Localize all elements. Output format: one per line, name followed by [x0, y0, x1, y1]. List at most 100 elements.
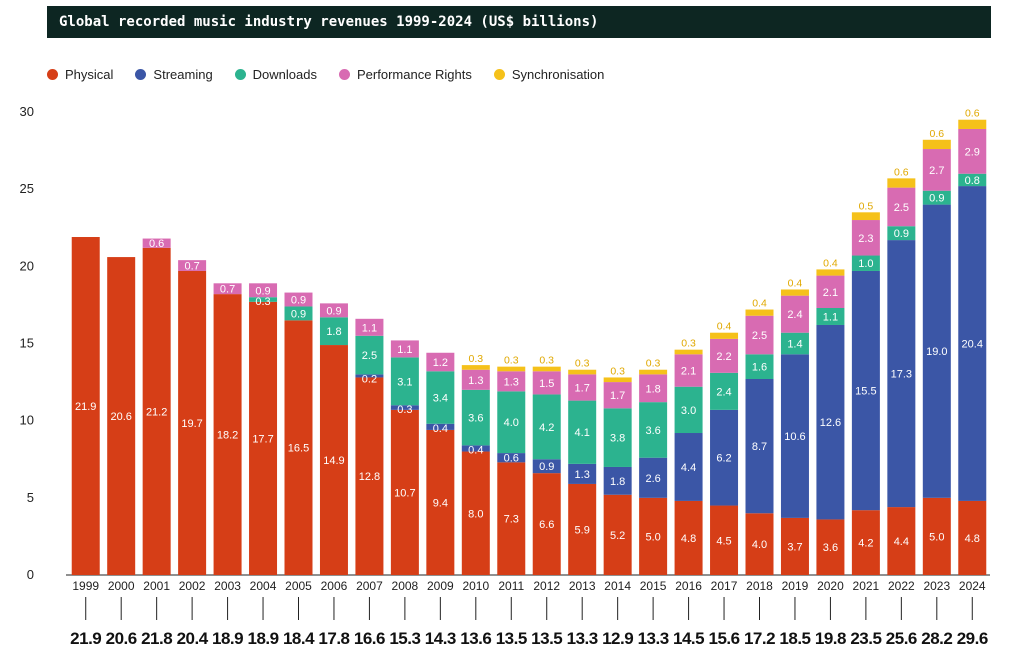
total-label-2012: 13.5	[531, 629, 562, 648]
x-tick-label-2007: 2007	[356, 579, 383, 593]
data-label-physical-2000: 20.6	[110, 411, 131, 423]
data-label-synchronisation-2016: 0.3	[681, 338, 696, 350]
data-label-physical-2018: 4.0	[752, 539, 767, 551]
bar-synchronisation-2012	[532, 366, 561, 372]
data-label-performance-rights-2002: 0.7	[184, 261, 199, 273]
bar-performance-rights-2016	[674, 354, 703, 387]
data-label-performance-rights-2023: 2.7	[929, 165, 944, 177]
legend-item-downloads: Downloads	[234, 67, 317, 82]
data-label-performance-rights-2005: 0.9	[291, 295, 306, 307]
x-tick-label-2022: 2022	[888, 579, 915, 593]
bar-physical-2005	[284, 320, 313, 575]
data-label-performance-rights-2009: 1.2	[433, 357, 448, 369]
data-label-synchronisation-2024: 0.6	[965, 108, 980, 120]
bar-performance-rights-2024	[958, 128, 987, 174]
legend-label-synchronisation: Synchronisation	[511, 66, 605, 82]
bar-downloads-2016	[674, 386, 703, 434]
x-tick-label-2019: 2019	[782, 579, 809, 593]
data-label-downloads-2015: 3.6	[645, 425, 660, 437]
data-label-physical-2024: 4.8	[965, 533, 980, 545]
bar-streaming-2022	[887, 240, 916, 508]
bar-synchronisation-2019	[780, 289, 809, 296]
data-label-physical-2022: 4.4	[894, 536, 909, 548]
x-tick-label-1999: 1999	[72, 579, 99, 593]
bar-synchronisation-2024	[958, 119, 987, 129]
total-label-2020: 19.8	[815, 629, 846, 648]
bar-synchronisation-2015	[639, 369, 668, 375]
data-label-downloads-2007: 2.5	[362, 350, 377, 362]
data-label-downloads-2022: 0.9	[894, 228, 909, 240]
data-label-physical-2023: 5.0	[929, 531, 944, 543]
data-label-downloads-2023: 0.9	[929, 193, 944, 205]
data-label-physical-2004: 17.7	[252, 433, 273, 445]
data-label-downloads-2021: 1.0	[858, 258, 873, 270]
bar-performance-rights-2004	[249, 283, 278, 298]
data-label-physical-2005: 16.5	[288, 443, 309, 455]
data-label-physical-2008: 10.7	[394, 487, 415, 499]
data-label-synchronisation-2014: 0.3	[610, 365, 625, 377]
data-label-performance-rights-2008: 1.1	[397, 344, 412, 356]
legend-item-streaming: Streaming	[135, 67, 213, 82]
total-label-2002: 20.4	[177, 629, 209, 648]
chart-legend: Physical Streaming Downloads Performance…	[47, 62, 604, 86]
bar-physical-2006	[319, 345, 348, 575]
bar-downloads-2019	[780, 332, 809, 355]
bar-streaming-2024	[958, 186, 987, 501]
data-label-performance-rights-2016: 2.1	[681, 366, 696, 378]
data-label-streaming-2016: 4.4	[681, 462, 696, 474]
data-label-physical-2009: 9.4	[433, 497, 448, 509]
x-tick-label-2004: 2004	[250, 579, 277, 593]
x-tick-label-2012: 2012	[533, 579, 560, 593]
legend-label-performance-rights: Performance Rights	[357, 66, 472, 82]
bar-synchronisation-2021	[851, 212, 880, 221]
total-label-2010: 13.6	[460, 629, 491, 648]
y-tick-label-20: 20	[20, 258, 34, 273]
bar-downloads-2017	[710, 372, 739, 410]
legend-label-physical: Physical	[65, 66, 114, 82]
data-label-streaming-2008: 0.3	[397, 404, 412, 416]
legend-item-physical: Physical	[47, 67, 113, 82]
bar-physical-2011	[497, 462, 526, 575]
bar-performance-rights-2010	[461, 369, 490, 390]
data-label-performance-rights-2018: 2.5	[752, 330, 767, 342]
legend-item-performance-rights: Performance Rights	[339, 67, 472, 82]
data-label-performance-rights-2004: 0.9	[255, 285, 270, 297]
bar-physical-2019	[780, 517, 809, 575]
x-tick-label-2023: 2023	[923, 579, 950, 593]
bar-physical-2017	[710, 505, 739, 575]
bar-physical-2022	[887, 507, 916, 575]
total-label-2019: 18.5	[779, 629, 810, 648]
total-label-2013: 13.3	[567, 629, 598, 648]
bar-physical-2001	[142, 247, 171, 575]
data-label-physical-1999: 21.9	[75, 401, 96, 413]
data-label-streaming-2013: 1.3	[575, 469, 590, 481]
data-label-performance-rights-2003: 0.7	[220, 284, 235, 296]
bar-downloads-2012	[532, 394, 561, 460]
bar-performance-rights-2014	[603, 382, 632, 409]
bar-streaming-2018	[745, 378, 774, 514]
data-label-streaming-2022: 17.3	[891, 369, 912, 381]
y-tick-label-0: 0	[27, 567, 34, 582]
data-label-synchronisation-2010: 0.3	[469, 353, 484, 365]
data-label-performance-rights-2017: 2.2	[716, 351, 731, 363]
total-label-2011: 13.5	[496, 629, 527, 648]
x-tick-label-2009: 2009	[427, 579, 454, 593]
total-label-2015: 13.3	[638, 629, 669, 648]
legend-swatch-performance-rights	[339, 68, 350, 80]
legend-swatch-synchronisation	[493, 68, 505, 80]
bar-downloads-2011	[497, 391, 526, 454]
bar-physical-2015	[639, 497, 668, 575]
bar-streaming-2020	[816, 324, 845, 520]
data-label-streaming-2015: 2.6	[645, 473, 660, 485]
x-tick-label-2016: 2016	[675, 579, 702, 593]
bar-streaming-2008	[390, 405, 419, 410]
bar-downloads-2009	[426, 371, 455, 424]
data-label-streaming-2019: 10.6	[784, 431, 805, 443]
legend-swatch-physical	[47, 68, 58, 80]
bar-synchronisation-2013	[568, 369, 597, 375]
y-tick-label-25: 25	[20, 181, 34, 196]
data-label-performance-rights-2024: 2.9	[965, 146, 980, 158]
data-label-downloads-2010: 3.6	[468, 413, 483, 425]
bar-physical-2009	[426, 429, 455, 575]
total-label-2023: 28.2	[921, 629, 952, 648]
